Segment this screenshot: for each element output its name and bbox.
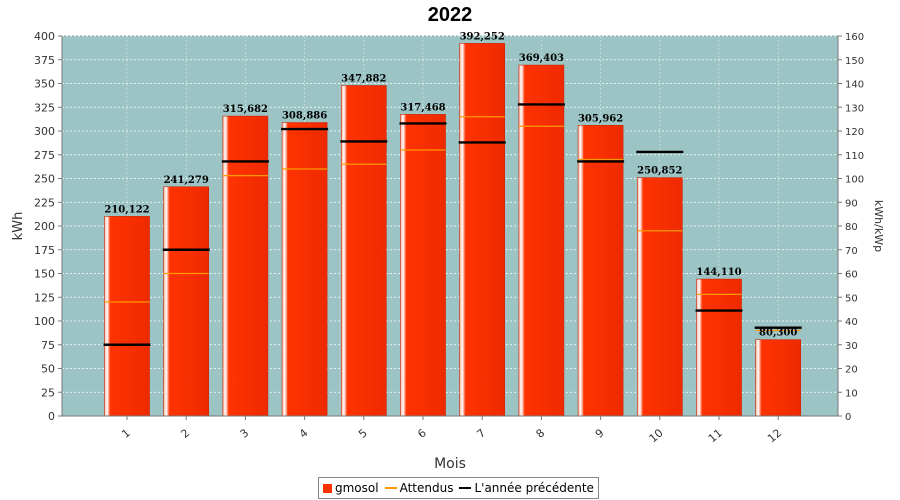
left-tick-label: 75 xyxy=(41,339,55,352)
x-axis-title: Mois xyxy=(434,456,466,472)
x-axis: 1 2 3 4 5 6 7 8 9 10 11 12 xyxy=(62,415,838,445)
data-labels: 210,122 241,279 315,682 308,886 347,882 317,4… xyxy=(104,31,797,338)
left-tick-label: 175 xyxy=(34,244,55,257)
left-tick-label: 300 xyxy=(34,125,55,138)
bar-8 xyxy=(518,64,565,417)
right-tick-label: 60 xyxy=(845,270,858,281)
x-tick-label: 4 xyxy=(297,426,311,440)
x-tick-label: 10 xyxy=(647,426,666,445)
x-tick-label: 6 xyxy=(415,426,429,440)
data-label-6: 317,468 xyxy=(400,102,445,113)
right-tick-label: 80 xyxy=(845,222,858,233)
x-tick-label: 9 xyxy=(593,426,607,440)
x-tick-label: 8 xyxy=(534,426,548,440)
left-tick-label: 125 xyxy=(34,291,55,304)
right-tick-label: 70 xyxy=(845,246,858,257)
right-tick-label: 20 xyxy=(845,365,858,376)
right-tick-label: 130 xyxy=(845,103,864,114)
data-label-4: 308,886 xyxy=(282,111,327,122)
left-tick-label: 375 xyxy=(34,54,55,67)
data-label-9: 305,962 xyxy=(578,113,623,124)
left-tick-label: 225 xyxy=(34,196,55,209)
x-tick-label: 5 xyxy=(356,426,370,440)
right-tick-label: 140 xyxy=(845,80,864,91)
bar-series xyxy=(104,43,802,417)
left-tick-label: 250 xyxy=(34,173,55,186)
x-tick-label: 1 xyxy=(119,426,133,440)
data-label-1: 210,122 xyxy=(104,204,149,215)
x-tick-label: 3 xyxy=(238,426,252,440)
left-tick-label: 200 xyxy=(34,220,55,233)
right-tick-label: 120 xyxy=(845,127,864,138)
x-tick-label: 12 xyxy=(765,426,784,445)
bar-11 xyxy=(696,278,742,417)
left-tick-label: 100 xyxy=(34,315,55,328)
legend-item-previous-year: L'année précédente xyxy=(459,481,594,495)
right-tick-label: 150 xyxy=(845,56,864,67)
left-y-axis: 0 25 50 75 100 125 150 175 200 225 250 275 300 325 350… xyxy=(34,30,63,423)
left-tick-label: 150 xyxy=(34,268,55,281)
x-tick-label: 2 xyxy=(178,426,192,440)
left-tick-label: 0 xyxy=(48,410,55,423)
marker-series xyxy=(103,103,802,346)
right-tick-label: 30 xyxy=(845,341,858,352)
right-tick-label: 100 xyxy=(845,175,864,186)
data-label-3: 315,682 xyxy=(223,104,268,115)
legend-label-previous-year: L'année précédente xyxy=(474,481,594,495)
data-label-7: 392,252 xyxy=(460,31,505,42)
left-tick-label: 325 xyxy=(34,101,55,114)
left-tick-label: 25 xyxy=(41,386,55,399)
bar-9 xyxy=(577,125,624,417)
legend-label-attendus: Attendus xyxy=(399,481,454,495)
chart-title: 2022 xyxy=(428,4,473,26)
right-tick-label: 0 xyxy=(845,412,851,423)
y-axis-title: kWh xyxy=(11,212,26,241)
right-tick-label: 10 xyxy=(845,388,858,399)
bar-10 xyxy=(636,177,683,417)
left-tick-label: 400 xyxy=(34,30,55,43)
legend-label-gmosol: gmosol xyxy=(335,481,379,495)
bar-5 xyxy=(340,85,387,417)
data-label-2: 241,279 xyxy=(164,175,209,186)
legend: gmosol Attendus L'année précédente xyxy=(318,477,599,499)
bar-4 xyxy=(281,122,328,417)
right-tick-label: 50 xyxy=(845,293,858,304)
left-tick-label: 350 xyxy=(34,78,55,91)
x-tick-label: 7 xyxy=(474,426,488,440)
data-label-8: 369,403 xyxy=(519,53,564,64)
right-tick-label: 160 xyxy=(845,32,864,43)
data-label-10: 250,852 xyxy=(637,166,682,177)
right-tick-label: 40 xyxy=(845,317,858,328)
right-tick-label: 110 xyxy=(845,151,864,162)
left-tick-label: 50 xyxy=(41,363,55,376)
bar-1 xyxy=(104,216,150,417)
x-tick-label: 11 xyxy=(706,426,725,445)
left-tick-label: 275 xyxy=(34,149,55,162)
legend-item-attendus: Attendus xyxy=(384,481,454,495)
data-label-11: 144,110 xyxy=(696,267,741,278)
legend-swatch-previous-year xyxy=(459,487,472,489)
bar-2 xyxy=(163,186,209,417)
legend-item-gmosol: gmosol xyxy=(323,481,379,495)
data-label-12: 80,300 xyxy=(759,328,797,339)
bar-12 xyxy=(755,339,802,417)
bar-3 xyxy=(222,115,269,417)
data-label-5: 347,882 xyxy=(341,74,386,85)
legend-swatch-attendus xyxy=(384,487,397,489)
right-y-axis: 0 10 20 30 40 50 60 70 80 90 100 110 120 130 140 150 160 xyxy=(837,32,864,423)
bar-7 xyxy=(459,43,506,417)
y2-axis-title: kWh/kWp xyxy=(872,200,885,252)
legend-swatch-gmosol xyxy=(323,483,332,493)
bar-6 xyxy=(400,114,446,417)
right-tick-label: 90 xyxy=(845,198,858,209)
